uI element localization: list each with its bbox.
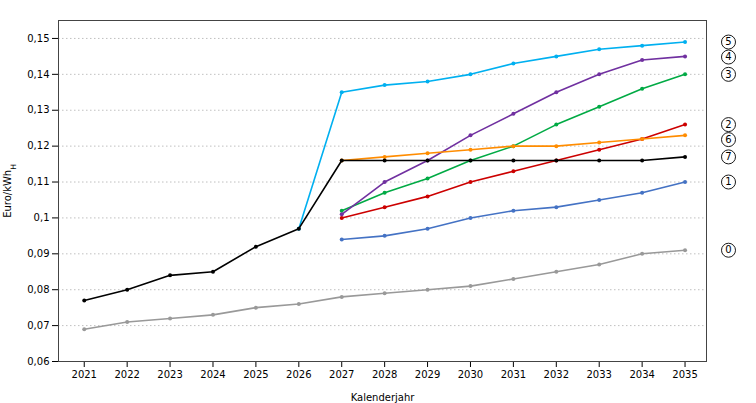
svg-text:0,1: 0,1 — [34, 212, 50, 223]
svg-text:0: 0 — [725, 244, 731, 255]
svg-text:0,07: 0,07 — [27, 320, 49, 331]
svg-text:2028: 2028 — [372, 369, 397, 380]
svg-text:7: 7 — [725, 151, 731, 162]
svg-text:2024: 2024 — [200, 369, 225, 380]
svg-text:0,06: 0,06 — [27, 356, 49, 367]
svg-text:2026: 2026 — [286, 369, 311, 380]
svg-text:Euro/kWhH: Euro/kWhH — [2, 164, 18, 218]
svg-text:2031: 2031 — [501, 369, 526, 380]
svg-text:0,09: 0,09 — [27, 248, 49, 259]
svg-text:2023: 2023 — [157, 369, 182, 380]
svg-text:2033: 2033 — [586, 369, 611, 380]
svg-text:1: 1 — [725, 176, 731, 187]
svg-text:5: 5 — [725, 36, 731, 47]
svg-text:2032: 2032 — [544, 369, 569, 380]
svg-text:2035: 2035 — [672, 369, 697, 380]
svg-text:0,08: 0,08 — [27, 284, 49, 295]
svg-text:2029: 2029 — [415, 369, 440, 380]
svg-text:2027: 2027 — [329, 369, 354, 380]
svg-text:6: 6 — [725, 134, 731, 145]
svg-text:4: 4 — [725, 51, 731, 62]
svg-text:2021: 2021 — [72, 369, 97, 380]
svg-text:Kalenderjahr: Kalenderjahr — [351, 392, 416, 403]
svg-text:0,11: 0,11 — [27, 176, 49, 187]
svg-text:0,15: 0,15 — [27, 33, 49, 44]
svg-text:3: 3 — [725, 69, 731, 80]
svg-text:2030: 2030 — [458, 369, 483, 380]
svg-text:2034: 2034 — [629, 369, 654, 380]
svg-text:0,13: 0,13 — [27, 104, 49, 115]
svg-text:2025: 2025 — [243, 369, 268, 380]
svg-text:2022: 2022 — [114, 369, 139, 380]
svg-text:0,12: 0,12 — [27, 140, 49, 151]
svg-text:2: 2 — [725, 119, 731, 130]
svg-text:0,14: 0,14 — [27, 69, 49, 80]
